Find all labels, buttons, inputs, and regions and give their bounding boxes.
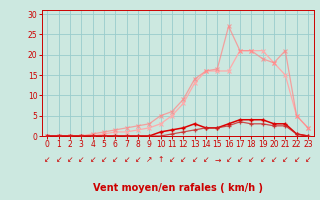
Text: ↙: ↙ — [191, 156, 198, 164]
Text: Vent moyen/en rafales ( km/h ): Vent moyen/en rafales ( km/h ) — [92, 183, 263, 193]
Text: ↑: ↑ — [157, 156, 164, 164]
Text: ↙: ↙ — [180, 156, 187, 164]
Text: ↙: ↙ — [89, 156, 96, 164]
Text: ↙: ↙ — [282, 156, 288, 164]
Text: ↙: ↙ — [101, 156, 107, 164]
Text: ↙: ↙ — [271, 156, 277, 164]
Text: ↙: ↙ — [44, 156, 51, 164]
Text: ↙: ↙ — [124, 156, 130, 164]
Text: ↙: ↙ — [55, 156, 62, 164]
Text: ↙: ↙ — [78, 156, 84, 164]
Text: ↙: ↙ — [112, 156, 118, 164]
Text: ↙: ↙ — [225, 156, 232, 164]
Text: ↙: ↙ — [237, 156, 243, 164]
Text: ↙: ↙ — [67, 156, 73, 164]
Text: ↙: ↙ — [293, 156, 300, 164]
Text: ↙: ↙ — [203, 156, 209, 164]
Text: →: → — [214, 156, 220, 164]
Text: ↙: ↙ — [169, 156, 175, 164]
Text: ↙: ↙ — [248, 156, 254, 164]
Text: ↗: ↗ — [146, 156, 152, 164]
Text: ↙: ↙ — [305, 156, 311, 164]
Text: ↙: ↙ — [260, 156, 266, 164]
Text: ↙: ↙ — [135, 156, 141, 164]
